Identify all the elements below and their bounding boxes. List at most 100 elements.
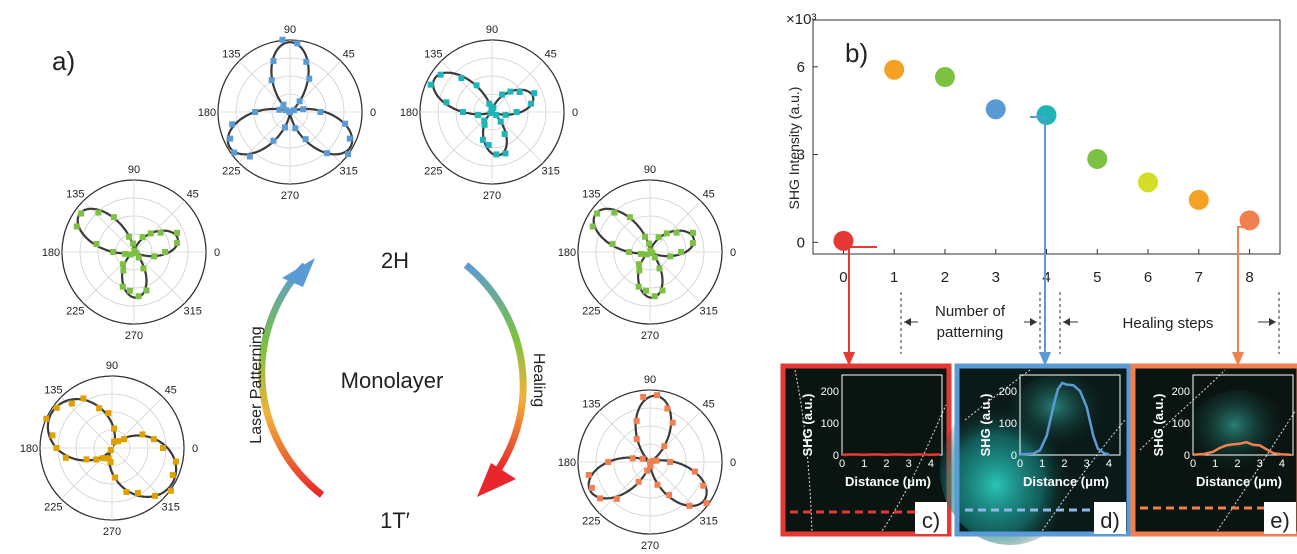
- polar-data-point: [656, 234, 662, 240]
- polar-data-point: [678, 249, 684, 255]
- polar-data-point: [654, 482, 660, 488]
- polar-angle-label: 135: [582, 398, 600, 410]
- polar-angle-label: 180: [20, 443, 38, 455]
- inset-x-tick-label: 0: [1017, 458, 1023, 470]
- inset-y-tick-label: 0: [833, 450, 839, 462]
- polar-data-point: [110, 249, 116, 255]
- polar-data-point: [69, 400, 75, 406]
- polar-data-point: [528, 101, 534, 107]
- polar-angle-label: 45: [343, 48, 355, 60]
- polar-fit-curve: [589, 396, 707, 506]
- polar-angle-label: 0: [730, 247, 736, 259]
- inset-y-tick-label: 100: [999, 418, 1017, 430]
- polar-angle-label: 90: [128, 164, 140, 176]
- polar-data-point: [482, 122, 488, 128]
- polar-data-point: [586, 472, 592, 478]
- polar-data-point: [252, 109, 258, 115]
- polar-data-point: [502, 131, 508, 137]
- polar-angle-label: 315: [184, 306, 202, 318]
- polar-data-point: [151, 253, 157, 259]
- healing-arrowhead: [477, 463, 516, 497]
- inset-d-glow2: [1005, 375, 1115, 465]
- polar-data-point: [231, 150, 237, 156]
- annotation-patterning-2: patterning: [937, 324, 1004, 341]
- polar-data-point: [141, 265, 147, 271]
- polar-plot: 90450315270225180135: [558, 374, 736, 552]
- polar-angle-label: 0: [192, 443, 198, 455]
- polar-data-point: [507, 89, 513, 95]
- chart-b-frame: [813, 20, 1280, 254]
- inset-y-tick-label: 200: [821, 386, 839, 398]
- polar-data-point: [297, 98, 303, 104]
- annotation-healing: Healing steps: [1123, 315, 1214, 332]
- panel-label-a: a): [52, 46, 75, 76]
- polar-data-point: [636, 479, 642, 485]
- polar-angle-label: 180: [42, 247, 60, 259]
- polar-angle-label: 270: [641, 540, 659, 552]
- inset-y-tick-label: 200: [999, 386, 1017, 398]
- inset-x-tick-label: 2: [1061, 458, 1067, 470]
- polar-angle-label: 90: [644, 164, 656, 176]
- polar-data-point: [690, 240, 696, 246]
- polar-data-point: [475, 112, 481, 118]
- healing-arrow: [466, 265, 523, 470]
- inset-x-tick-label: 4: [1106, 458, 1112, 470]
- shg-data-point: [884, 60, 904, 80]
- polar-data-point: [638, 251, 644, 257]
- inset-x-axis-label: Distance (μm): [845, 474, 931, 489]
- polar-angle-label: 0: [572, 107, 578, 119]
- polar-data-point: [643, 288, 649, 294]
- polar-data-point: [661, 443, 667, 449]
- polar-data-point: [659, 287, 665, 293]
- label-2h: 2H: [381, 248, 409, 273]
- polar-angle-label: 180: [400, 107, 418, 119]
- polar-data-point: [140, 234, 146, 240]
- polar-data-point: [49, 432, 55, 438]
- polar-data-point: [303, 136, 309, 142]
- polar-data-point: [229, 121, 235, 127]
- polar-data-point: [136, 293, 142, 299]
- polar-data-point: [247, 154, 253, 160]
- polar-data-point: [139, 431, 145, 437]
- inset-x-tick-label: 3: [906, 458, 912, 470]
- polar-data-point: [294, 40, 300, 46]
- polar-data-point: [674, 230, 680, 236]
- polar-data-point: [292, 125, 298, 131]
- polar-angle-label: 315: [700, 306, 718, 318]
- polar-data-point: [130, 241, 136, 247]
- inset-y-tick-label: 100: [821, 418, 839, 430]
- polar-data-point: [108, 459, 114, 465]
- x-tick-label: 2: [941, 269, 949, 286]
- polar-data-point: [597, 495, 603, 501]
- polar-angle-label: 270: [103, 526, 121, 538]
- polar-data-point: [692, 469, 698, 475]
- y-tick-label: 6: [797, 59, 805, 76]
- polar-data-point: [120, 284, 126, 290]
- polar-data-point: [168, 488, 174, 494]
- polar-data-point: [96, 405, 102, 411]
- polar-angle-label: 90: [486, 24, 498, 36]
- polar-data-point: [460, 109, 466, 115]
- polar-data-point: [627, 214, 633, 220]
- polar-data-point: [480, 137, 486, 143]
- polar-data-point: [112, 475, 118, 481]
- polar-data-point: [306, 76, 312, 82]
- annotation-patterning-1: Number of: [935, 303, 1006, 320]
- label-laser-patterning: Laser Patterning: [248, 326, 265, 443]
- polar-data-point: [704, 500, 710, 506]
- polar-data-point: [152, 493, 158, 499]
- polar-angle-label: 270: [281, 190, 299, 202]
- polar-data-point: [105, 410, 111, 416]
- panel-label-b: b): [845, 38, 868, 68]
- polar-data-point: [279, 37, 285, 43]
- polar-data-point: [644, 251, 650, 257]
- arrowhead-healing-left: [1063, 318, 1070, 326]
- x-tick-label: 0: [839, 269, 847, 286]
- polar-angle-label: 135: [424, 48, 442, 60]
- inset-x-tick-label: 4: [1279, 458, 1285, 470]
- polar-data-point: [108, 447, 114, 453]
- polar-angle-label: 225: [582, 306, 600, 318]
- inset-y-tick-label: 0: [1011, 450, 1017, 462]
- polar-data-point: [133, 250, 139, 256]
